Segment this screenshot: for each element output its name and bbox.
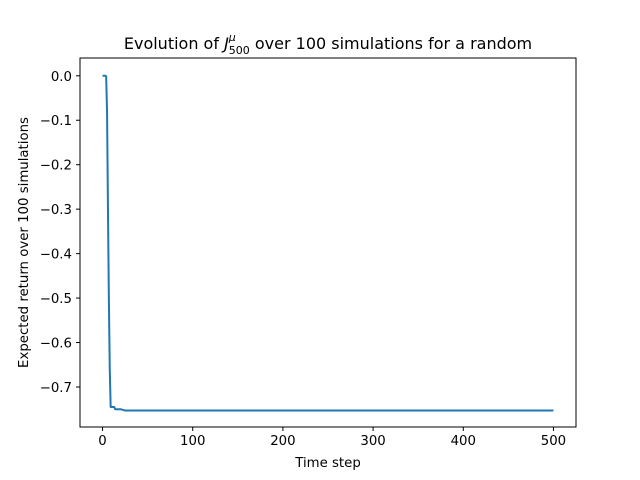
y-tick-label: −0.6 [40, 337, 72, 352]
title-suffix: over 100 simulations for a random [250, 34, 532, 53]
plot-area [102, 74, 554, 412]
chart-title: Evolution of Jμ 500 over 100 simulations … [124, 31, 532, 57]
y-tick-label: −0.4 [40, 248, 72, 263]
y-axis-label: Expected return over 100 simulations [17, 117, 32, 368]
ticks-group: 0 100 200 300 400 500 0.0 −0.1 −0.2 −0.3 −0.4 −0.5 −… [40, 70, 566, 449]
y-tick-label: −0.7 [40, 381, 72, 396]
x-tick-label: 100 [180, 434, 205, 449]
y-tick-label: −0.5 [40, 292, 72, 307]
x-tick-label: 400 [451, 434, 476, 449]
x-tick-label: 300 [360, 434, 385, 449]
series-line [102, 74, 554, 412]
x-tick-label: 200 [270, 434, 295, 449]
title-superscript: μ [228, 31, 236, 44]
axes-frame [79, 57, 577, 428]
x-tick-label: 500 [541, 434, 566, 449]
y-tick-label: −0.1 [40, 114, 72, 129]
title-symbol: J [221, 34, 229, 53]
x-tick-label: 0 [98, 434, 106, 449]
y-tick-label: −0.3 [40, 203, 72, 218]
x-axis-label: Time step [294, 456, 361, 471]
y-tick-label: −0.2 [40, 159, 72, 174]
y-tick-label: 0.0 [51, 70, 72, 85]
title-subscript: 500 [229, 44, 250, 57]
title-prefix: Evolution of [124, 34, 224, 53]
